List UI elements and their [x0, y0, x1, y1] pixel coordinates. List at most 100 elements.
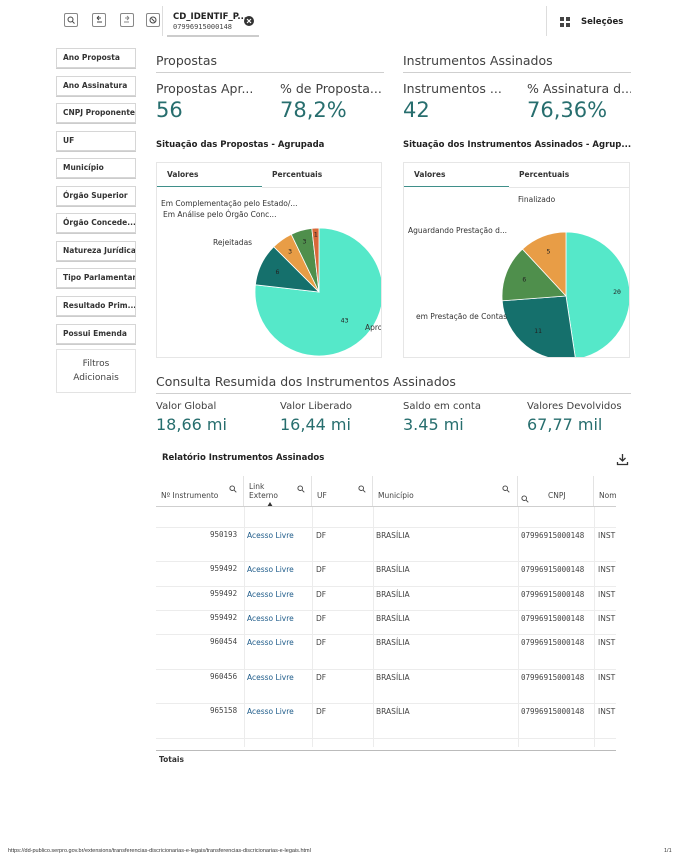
kpi-percent-propostas-label: % de Proposta...	[280, 81, 382, 96]
filter-possui-emenda[interactable]: Possui Emenda	[56, 324, 136, 344]
kpi-percent-propostas-value: 78,2%	[280, 98, 347, 122]
column-header-uf[interactable]: UF	[312, 476, 373, 506]
filter-orgao-superior[interactable]: Órgão Superior	[56, 186, 136, 206]
toolbar-divider	[162, 6, 163, 36]
consulta-title: Consulta Resumida dos Instrumentos Assin…	[156, 374, 456, 389]
instrumentos-title: Instrumentos Assinados	[403, 53, 553, 68]
kpi-valores-devolvidos-value: 67,77 mil	[527, 415, 603, 434]
selections-grid-icon[interactable]	[560, 17, 570, 27]
kpi-valores-devolvidos-label: Valores Devolvidos	[527, 401, 622, 412]
cell-link-externo[interactable]: Acesso Livre	[247, 590, 294, 599]
cell-instrumento: 960454	[210, 637, 238, 646]
tab-percentuais[interactable]: Percentuais	[519, 170, 570, 179]
step-back-icon[interactable]	[92, 13, 106, 27]
step-forward-icon[interactable]	[120, 13, 134, 27]
pie-category-label: Finalizado	[518, 195, 556, 204]
cell-link-externo[interactable]: Acesso Livre	[247, 673, 294, 682]
cell-cnpj: 07996915000148	[521, 707, 585, 716]
pie-slice[interactable]	[501, 248, 567, 302]
tab-valores[interactable]: Valores	[167, 170, 199, 179]
selection-chip[interactable]: CD_IDENTIF_P... 07996915000148	[167, 8, 259, 34]
cell-link-externo[interactable]: Acesso Livre	[247, 638, 294, 647]
column-header-label: Nº Instrumento	[161, 491, 219, 500]
row-divider	[156, 527, 616, 528]
pie-slice[interactable]	[311, 227, 320, 293]
section-divider	[156, 72, 384, 73]
clear-selections-icon[interactable]	[146, 13, 160, 27]
cell-link-externo[interactable]: Acesso Livre	[247, 531, 294, 540]
search-icon[interactable]	[229, 485, 237, 493]
instrumentos-chart-title: Situação dos Instrumentos Assinados - Ag…	[403, 140, 631, 150]
column-divider	[373, 507, 374, 747]
cell-municipio: BRASÍLIA	[376, 614, 410, 623]
instrumentos-pie-chart[interactable]: 20 11 em Prestação de Contas 6 Aguardando Pr…	[404, 188, 630, 358]
filter-orgao-concedente[interactable]: Órgão Concede...	[56, 213, 136, 233]
row-divider	[156, 610, 616, 611]
cell-link-externo[interactable]: Acesso Livre	[247, 707, 294, 716]
cell-cnpj: 07996915000148	[521, 565, 585, 574]
cell-link-externo[interactable]: Acesso Livre	[247, 614, 294, 623]
row-divider	[156, 669, 616, 670]
pie-value-label: 3	[288, 247, 292, 255]
propostas-chart-title: Situação das Propostas - Agrupada	[156, 140, 325, 150]
filter-ano-assinatura[interactable]: Ano Assinatura	[56, 76, 136, 96]
more-filters-button[interactable]: Filtros Adicionais	[56, 349, 136, 393]
filter-uf[interactable]: UF	[56, 131, 136, 151]
selection-state-bar	[167, 35, 259, 37]
cell-municipio: BRASÍLIA	[376, 565, 410, 574]
download-icon[interactable]	[616, 453, 629, 466]
kpi-valor-liberado-label: Valor Liberado	[280, 401, 352, 412]
column-header-cnpj[interactable]: CNPJ	[518, 476, 594, 506]
print-footer-url: https://dd-publico.serpro.gov.br/extensi…	[8, 848, 311, 854]
filter-cnpj-proponente[interactable]: CNPJ Proponente	[56, 103, 136, 123]
smart-search-icon[interactable]	[64, 13, 78, 27]
cell-municipio: BRASÍLIA	[376, 673, 410, 682]
close-icon[interactable]	[244, 16, 254, 26]
filter-ano-proposta[interactable]: Ano Proposta	[56, 48, 136, 68]
pie-slice[interactable]	[501, 295, 576, 358]
column-header-instrumento[interactable]: Nº Instrumento	[156, 476, 244, 506]
cell-nome: INST	[598, 638, 616, 647]
cell-instrumento: 959492	[210, 564, 238, 573]
filter-natureza-juridica[interactable]: Natureza Jurídica	[56, 241, 136, 261]
cell-instrumento: 950193	[210, 530, 238, 539]
cell-instrumento: 965158	[210, 706, 238, 715]
search-icon[interactable]	[502, 485, 510, 493]
section-divider	[156, 393, 631, 394]
pie-value-label: 6	[276, 268, 280, 276]
cell-cnpj: 07996915000148	[521, 614, 585, 623]
pie-category-label: Em Complementação pelo Estado/...	[161, 199, 298, 208]
column-header-municipio[interactable]: Município	[373, 476, 518, 506]
column-header-link-externo[interactable]: Link Externo	[244, 476, 312, 506]
cell-municipio: BRASÍLIA	[376, 531, 410, 540]
cell-uf: DF	[316, 673, 327, 682]
cell-nome: INST	[598, 531, 616, 540]
totals-divider	[156, 750, 616, 751]
filter-resultado-primario[interactable]: Resultado Prim...	[56, 296, 136, 316]
pie-category-label: em Prestação de Contas	[416, 312, 507, 321]
cell-uf: DF	[316, 614, 327, 623]
search-icon[interactable]	[297, 485, 305, 493]
section-divider	[403, 72, 631, 73]
cell-instrumento: 959492	[210, 613, 238, 622]
filter-municipio[interactable]: Município	[56, 158, 136, 178]
selections-button[interactable]: Seleções	[581, 17, 624, 27]
column-header-nome[interactable]: Nom	[594, 476, 616, 506]
pie-slice[interactable]	[565, 231, 630, 358]
cell-cnpj: 07996915000148	[521, 590, 585, 599]
cell-cnpj: 07996915000148	[521, 531, 585, 540]
cell-uf: DF	[316, 531, 327, 540]
sort-ascending-icon[interactable]	[267, 502, 273, 507]
pie-value-label: 5	[547, 247, 551, 255]
cell-link-externo[interactable]: Acesso Livre	[247, 565, 294, 574]
tab-valores[interactable]: Valores	[414, 170, 446, 179]
tab-percentuais[interactable]: Percentuais	[272, 170, 323, 179]
selection-field-name: CD_IDENTIF_P...	[173, 12, 248, 22]
pie-slice[interactable]	[521, 231, 567, 298]
search-icon[interactable]	[358, 485, 366, 493]
filter-tipo-parlamentar[interactable]: Tipo Parlamentar	[56, 268, 136, 288]
propostas-pie-chart[interactable]: 43 Apro 6 Rejeitadas 3 3 Em Análise pelo Órgão…	[157, 188, 382, 358]
pie-category-label: Aguardando Prestação d...	[408, 226, 507, 235]
search-icon[interactable]	[521, 495, 529, 503]
cell-cnpj: 07996915000148	[521, 673, 585, 682]
